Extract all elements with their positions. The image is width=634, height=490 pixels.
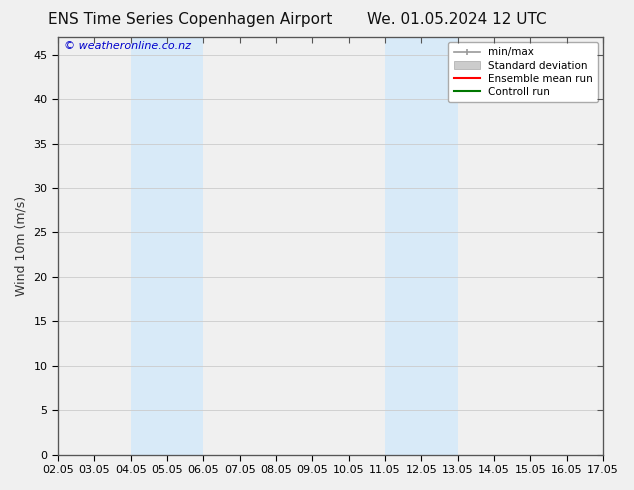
Text: ENS Time Series Copenhagen Airport: ENS Time Series Copenhagen Airport (48, 12, 332, 27)
Bar (385, 37, 458, 455)
Y-axis label: Wind 10m (m/s): Wind 10m (m/s) (15, 196, 28, 296)
Text: © weatheronline.co.nz: © weatheronline.co.nz (63, 41, 191, 51)
Legend: min/max, Standard deviation, Ensemble mean run, Controll run: min/max, Standard deviation, Ensemble me… (448, 42, 598, 102)
Bar (131, 37, 204, 455)
Text: We. 01.05.2024 12 UTC: We. 01.05.2024 12 UTC (366, 12, 547, 27)
